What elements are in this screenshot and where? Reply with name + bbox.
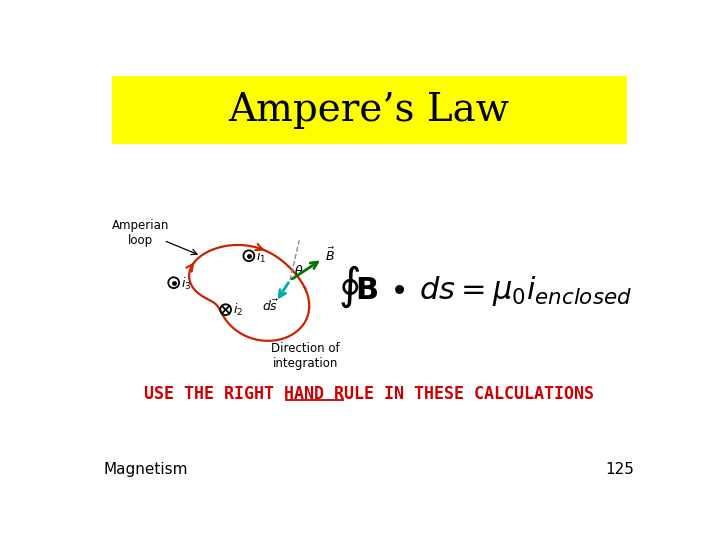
Text: USE THE RIGHT HAND RULE IN THESE CALCULATIONS: USE THE RIGHT HAND RULE IN THESE CALCULA… — [144, 386, 594, 403]
Text: Ampere’s Law: Ampere’s Law — [228, 92, 510, 129]
Text: $d\vec{s}$: $d\vec{s}$ — [262, 299, 279, 314]
Text: $i_3$: $i_3$ — [181, 275, 191, 292]
Text: $\oint\!\mathbf{B}{\,\bullet\,}d\mathit{s}= \mu_0 i_{\mathit{enclosed}}$: $\oint\!\mathbf{B}{\,\bullet\,}d\mathit{… — [338, 264, 632, 310]
FancyBboxPatch shape — [112, 76, 627, 144]
Text: Magnetism: Magnetism — [104, 462, 189, 477]
Text: $\vec{B}$: $\vec{B}$ — [325, 247, 335, 265]
Text: 125: 125 — [606, 462, 634, 477]
Text: Direction of
integration: Direction of integration — [271, 342, 340, 370]
Text: $i_1$: $i_1$ — [256, 248, 266, 265]
Text: $\theta$: $\theta$ — [294, 264, 303, 278]
Text: Amperian
loop: Amperian loop — [112, 219, 169, 247]
Text: $i_2$: $i_2$ — [233, 302, 243, 319]
